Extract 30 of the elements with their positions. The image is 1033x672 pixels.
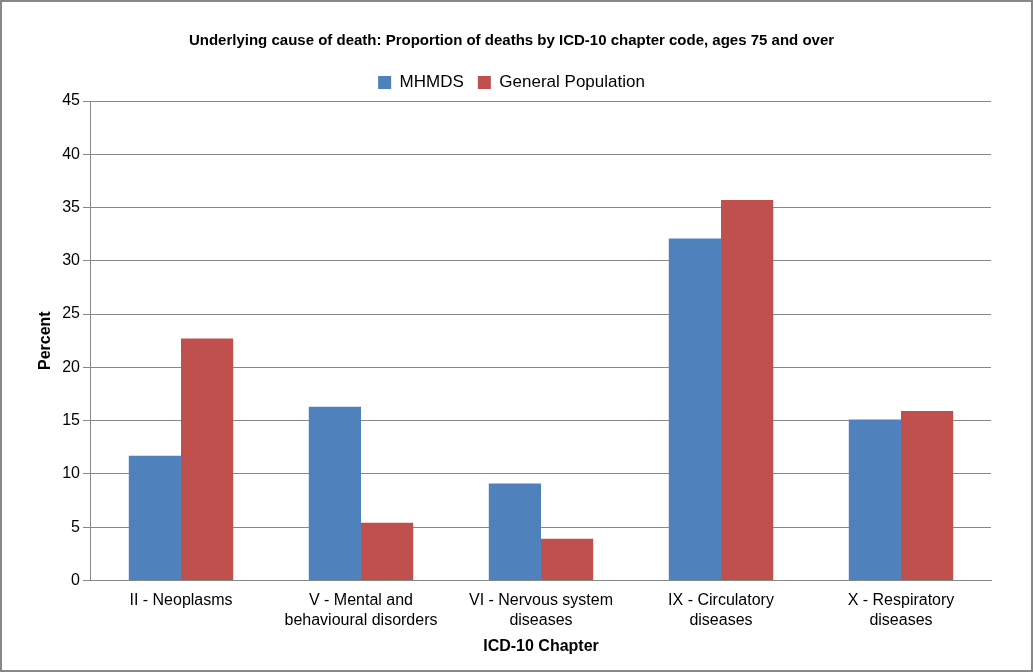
y-tick-label: 30 (62, 251, 81, 269)
y-tick-label: 0 (71, 570, 81, 588)
y-tick-label: 20 (62, 357, 81, 375)
y-tick-label: 40 (62, 144, 81, 162)
legend-label: General Population (499, 72, 645, 92)
y-axis-title: Percent (36, 310, 54, 371)
legend-label: MHMDS (399, 72, 464, 92)
bar (901, 411, 954, 580)
y-tick-label: 45 (62, 91, 81, 109)
y-tick-label: 10 (62, 464, 81, 482)
bar (541, 538, 594, 580)
bar (308, 406, 361, 580)
y-tick-label: 5 (71, 517, 81, 535)
x-tick-label: II - Neoplasms (129, 591, 233, 609)
bar (848, 419, 901, 580)
y-tick-label: 35 (62, 197, 81, 215)
bar (488, 483, 541, 580)
y-tick-label: 15 (62, 411, 81, 429)
bar (721, 200, 774, 580)
bar (181, 338, 234, 580)
bar (361, 522, 414, 580)
x-tick-label: IX - Circulatory diseases (668, 591, 774, 628)
x-tick-label: VI - Nervous system diseases (468, 591, 614, 628)
x-axis-title: ICD-10 Chapter (483, 636, 599, 654)
chart-title: Underlying cause of death: Proportion of deaths by ICD-10 chapter code, ages 75 and over (188, 31, 835, 49)
bar (128, 455, 181, 580)
x-tick-label: V - Mental and behavioural disorders (284, 591, 438, 628)
x-tick-label: X - Respiratory diseases (847, 591, 955, 628)
y-tick-label: 25 (62, 304, 81, 322)
bar (668, 238, 721, 580)
